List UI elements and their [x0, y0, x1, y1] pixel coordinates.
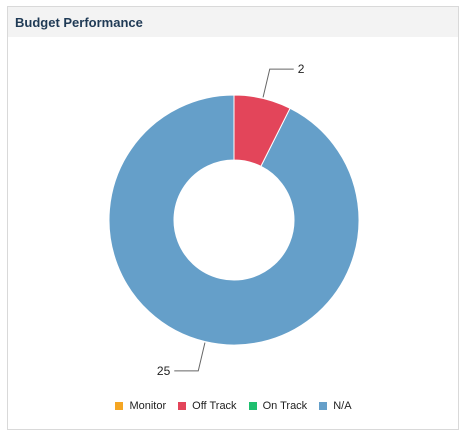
panel-title: Budget Performance — [15, 15, 143, 30]
legend-swatch — [248, 402, 257, 410]
chart-legend: Monitor Off Track On Track N/A — [0, 400, 467, 412]
data-label-off-track: 2 — [298, 62, 305, 76]
legend-label: Off Track — [192, 400, 237, 412]
chart-slices — [108, 94, 360, 346]
label-connector-off-track — [262, 68, 294, 98]
legend-label: N/A — [333, 400, 352, 412]
slice-n-a[interactable] — [108, 94, 360, 346]
legend-item-on-track[interactable]: On Track — [248, 400, 308, 412]
budget-performance-panel: Budget Performance — [7, 6, 459, 430]
legend-label: On Track — [262, 400, 308, 412]
legend-item-n-a[interactable]: N/A — [319, 400, 352, 412]
label-connector-n-a — [174, 342, 206, 372]
legend-item-off-track[interactable]: Off Track — [178, 400, 237, 412]
legend-swatch — [178, 402, 187, 410]
data-label-n-a: 25 — [157, 364, 171, 378]
panel-header: Budget Performance — [8, 7, 458, 37]
legend-item-monitor[interactable]: Monitor — [115, 400, 166, 412]
legend-swatch — [319, 402, 328, 410]
legend-swatch — [115, 402, 124, 410]
chart-data-labels: 2 25 — [157, 62, 305, 378]
legend-label: Monitor — [129, 400, 167, 412]
